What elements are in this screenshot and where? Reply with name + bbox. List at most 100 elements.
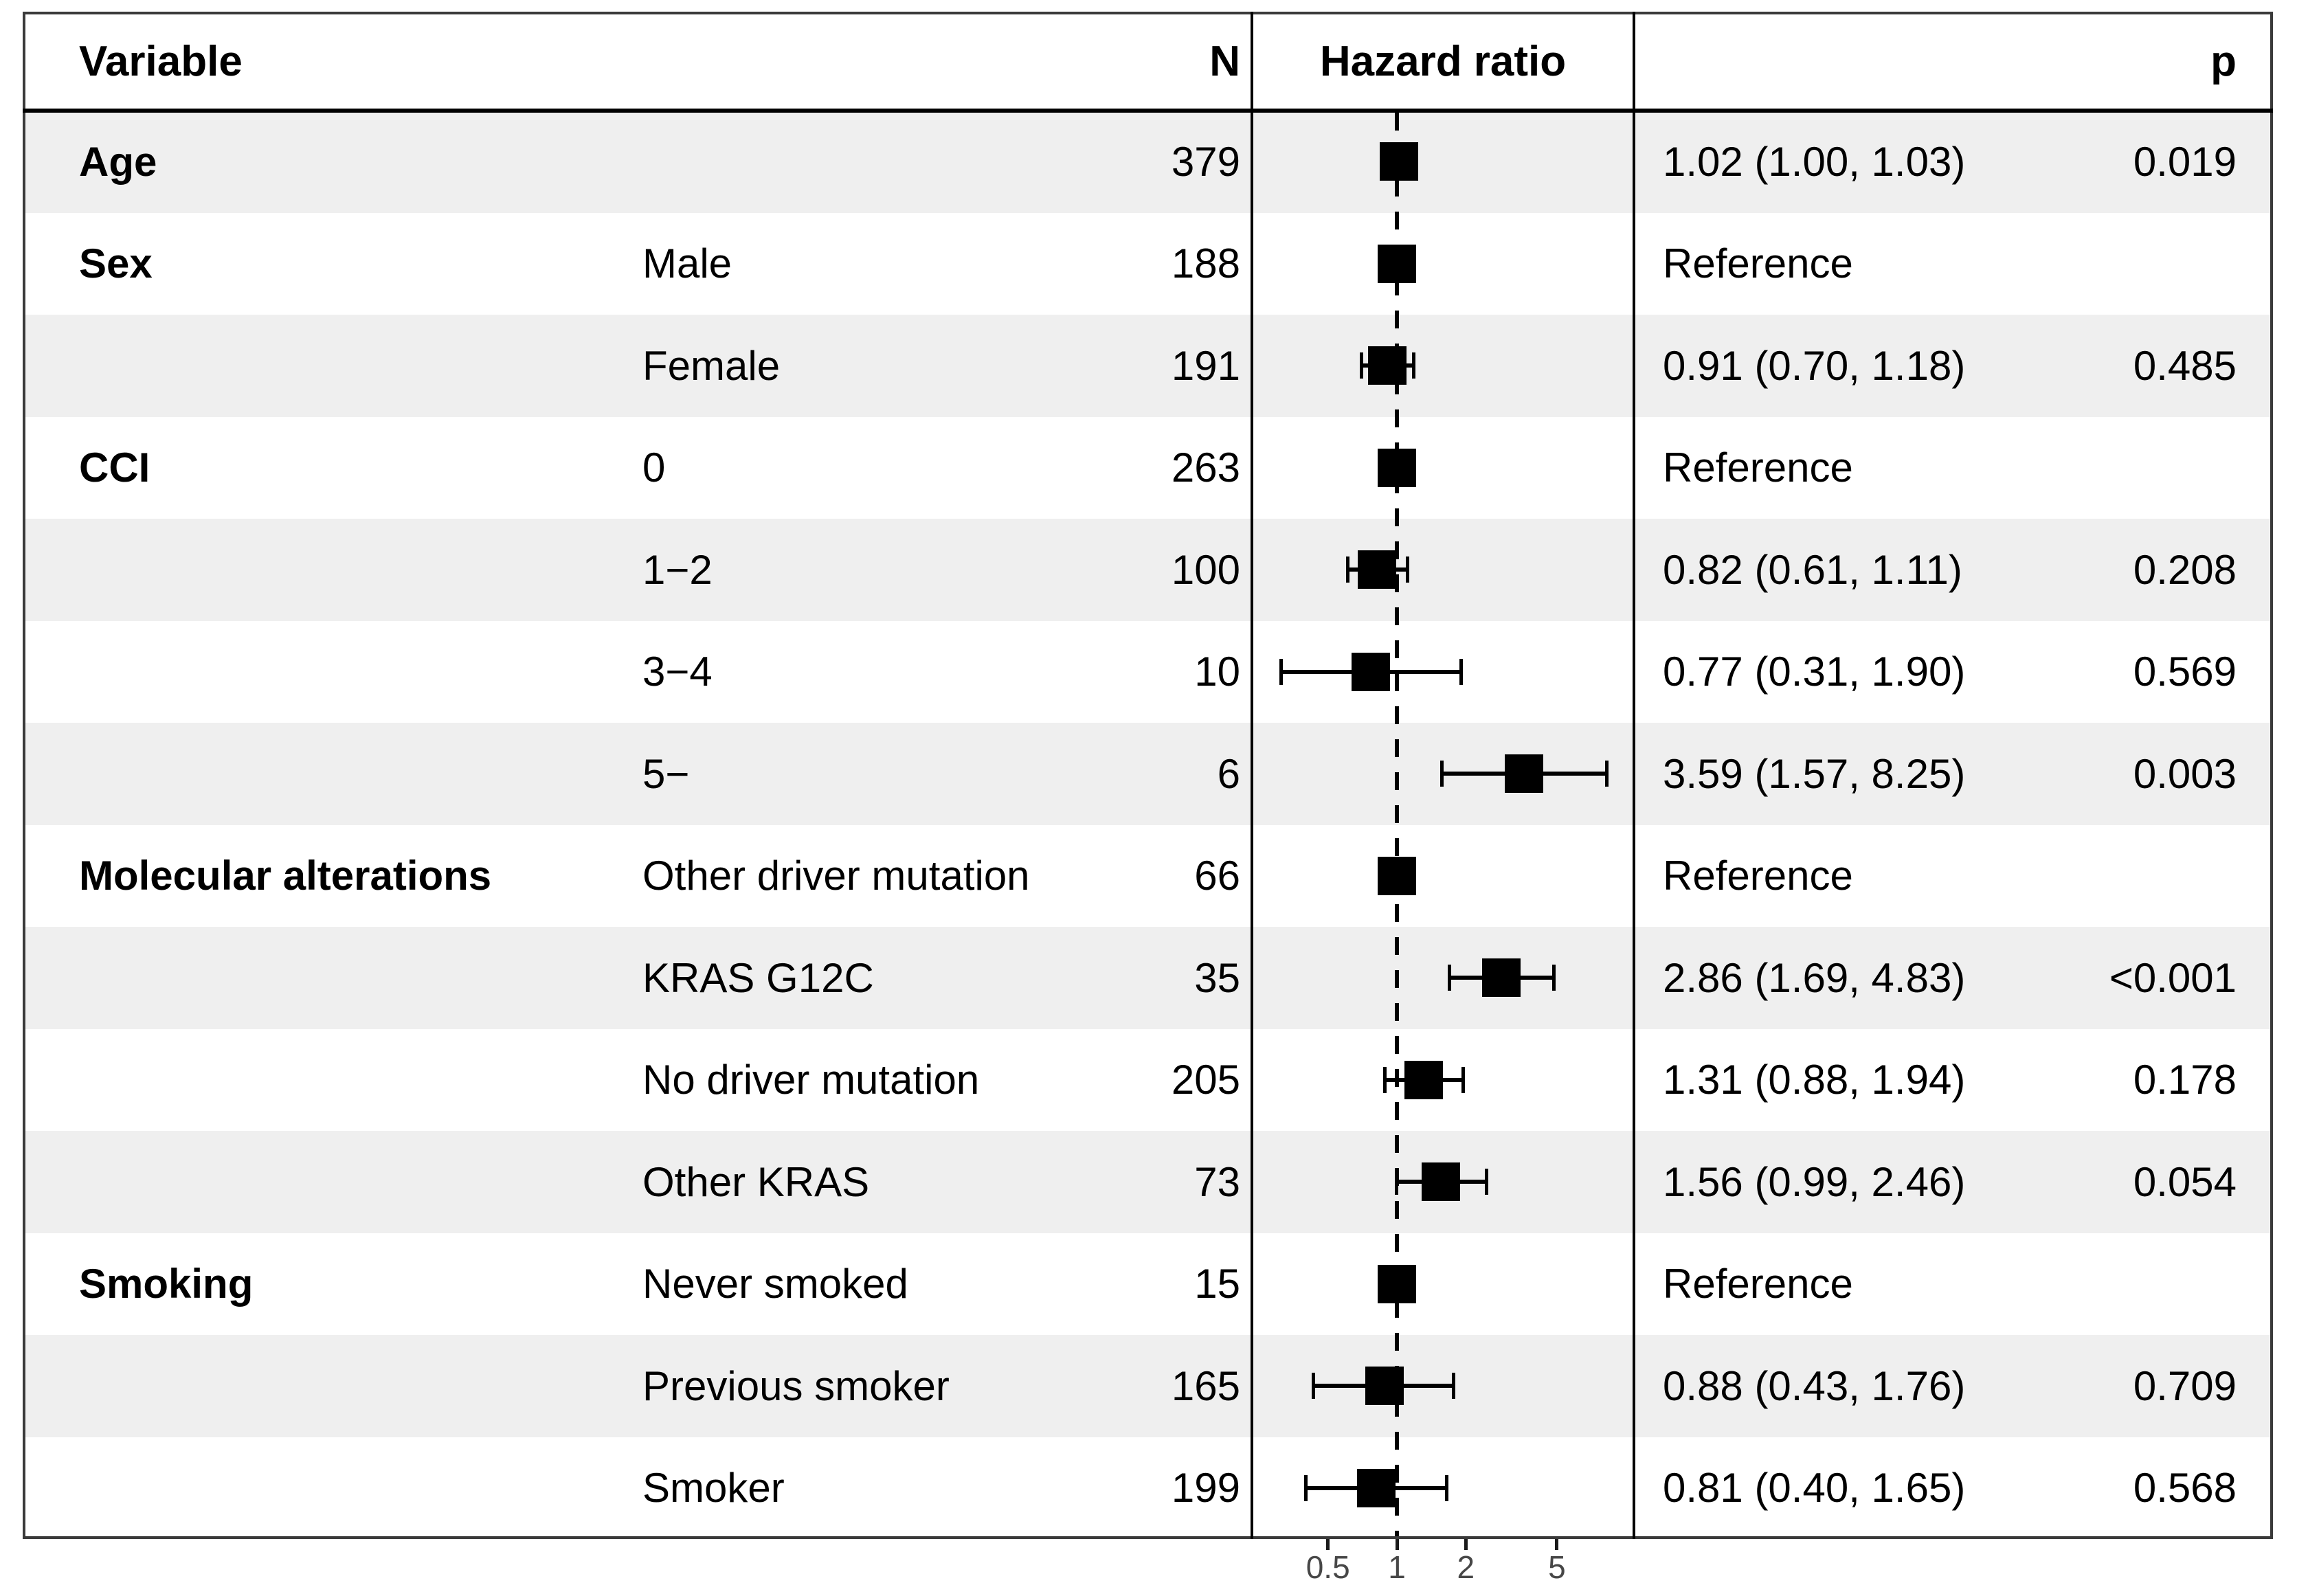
reference-line-hr-1 [1395, 113, 1399, 1538]
x-axis-tick [1555, 1539, 1559, 1550]
hr-point-marker [1422, 1162, 1461, 1202]
ci-cap-low [1440, 761, 1444, 787]
n-value: 6 [1217, 750, 1240, 797]
x-axis-tick-label: 1 [1388, 1549, 1406, 1585]
table-row: CCI 0 263 Reference [23, 416, 2273, 519]
hr-point-marker [1378, 856, 1416, 895]
ci-cap-low [1382, 1066, 1387, 1093]
estimate-ci-value: 1.31 (0.88, 1.94) [1663, 1057, 1966, 1103]
ci-cap-low [1346, 557, 1350, 583]
level-label: 0 [642, 445, 666, 491]
estimate-ci-value: Reference [1663, 445, 1853, 491]
p-value: 0.568 [2133, 1465, 2237, 1511]
table-row: Female 191 0.91 (0.70, 1.18) 0.485 [23, 315, 2273, 417]
table-row: Smoker 199 0.81 (0.40, 1.65) 0.568 [23, 1437, 2273, 1539]
table-row: 5− 6 3.59 (1.57, 8.25) 0.003 [23, 723, 2273, 825]
hr-point-marker [1482, 958, 1521, 998]
variable-label: Smoking [79, 1261, 254, 1307]
hr-point-marker [1404, 1060, 1444, 1099]
n-value: 66 [1194, 853, 1240, 899]
p-value: <0.001 [2109, 954, 2237, 1001]
hr-point-marker [1379, 142, 1418, 181]
n-value: 263 [1171, 445, 1240, 491]
estimate-ci-value: 1.56 (0.99, 2.46) [1663, 1158, 1966, 1205]
x-axis-tick-label: 2 [1457, 1549, 1475, 1585]
n-value: 205 [1171, 1057, 1240, 1103]
ci-cap-low [1360, 352, 1364, 379]
estimate-ci-value: 1.02 (1.00, 1.03) [1663, 138, 1966, 185]
estimate-ci-value: Reference [1663, 1261, 1853, 1307]
hr-point-marker [1378, 244, 1416, 283]
ci-cap-low [1304, 1474, 1308, 1501]
n-value: 379 [1171, 138, 1240, 185]
ci-cap-low [1447, 965, 1451, 991]
p-value: 0.003 [2133, 750, 2237, 797]
level-label: Other KRAS [642, 1158, 870, 1205]
table-row: Molecular alterations Other driver mutati… [23, 824, 2273, 927]
table-row: KRAS G12C 35 2.86 (1.69, 4.83) <0.001 [23, 927, 2273, 1029]
n-value: 15 [1194, 1261, 1240, 1307]
table-row: 3−4 10 0.77 (0.31, 1.90) 0.569 [23, 620, 2273, 723]
ci-cap-high [1406, 557, 1410, 583]
variable-label: CCI [79, 445, 150, 491]
variable-label: Molecular alterations [79, 853, 492, 899]
ci-cap-low [1394, 1169, 1398, 1195]
table-row: Other KRAS 73 1.56 (0.99, 2.46) 0.054 [23, 1131, 2273, 1233]
table-row: Previous smoker 165 0.88 (0.43, 1.76) 0.709 [23, 1335, 2273, 1437]
level-label: Other driver mutation [642, 853, 1030, 899]
hr-point-marker [1368, 346, 1407, 385]
ci-cap-high [1411, 352, 1415, 379]
column-divider-right-of-plot [1633, 12, 1635, 1539]
table-row: No driver mutation 205 1.31 (0.88, 1.94) 0.… [23, 1029, 2273, 1131]
p-value: 0.709 [2133, 1362, 2237, 1409]
level-label: Never smoked [642, 1261, 908, 1307]
p-value: 0.485 [2133, 342, 2237, 389]
p-value: 0.178 [2133, 1057, 2237, 1103]
level-label: Female [642, 342, 781, 389]
hr-point-marker [1358, 550, 1397, 589]
ci-cap-high [1459, 658, 1463, 685]
estimate-ci-value: 0.82 (0.61, 1.11) [1663, 546, 1962, 593]
hr-point-marker [1504, 754, 1543, 794]
x-axis-tick-label: 0.5 [1306, 1549, 1350, 1585]
variable-label: Age [79, 138, 157, 185]
ci-cap-low [1311, 1373, 1315, 1400]
ci-cap-high [1445, 1474, 1449, 1501]
header-divider [23, 109, 2273, 113]
ci-cap-high [1485, 1169, 1489, 1195]
n-value: 100 [1171, 546, 1240, 593]
estimate-ci-value: 3.59 (1.57, 8.25) [1663, 750, 1966, 797]
n-value: 10 [1194, 649, 1240, 695]
ci-cap-high [1461, 1066, 1465, 1093]
column-header-hazard-ratio: Hazard ratio [1319, 37, 1567, 85]
estimate-ci-value: 0.91 (0.70, 1.18) [1663, 342, 1966, 389]
column-divider-left-of-plot [1251, 12, 1253, 1539]
n-value: 188 [1171, 240, 1240, 287]
n-value: 73 [1194, 1158, 1240, 1205]
variable-label: Sex [79, 240, 153, 287]
hr-point-marker [1365, 1367, 1404, 1406]
column-header-p: p [2210, 37, 2237, 85]
p-value: 0.054 [2133, 1158, 2237, 1205]
p-value: 0.569 [2133, 649, 2237, 695]
ci-cap-low [1279, 658, 1283, 685]
n-value: 191 [1171, 342, 1240, 389]
hr-point-marker [1356, 1468, 1396, 1507]
n-value: 199 [1171, 1465, 1240, 1511]
level-label: KRAS G12C [642, 954, 874, 1001]
p-value: 0.208 [2133, 546, 2237, 593]
level-label: 3−4 [642, 649, 713, 695]
table-row: Sex Male 188 Reference [23, 212, 2273, 315]
hr-point-marker [1352, 652, 1391, 691]
n-value: 165 [1171, 1362, 1240, 1409]
hr-point-marker [1378, 448, 1416, 487]
estimate-ci-value: 0.77 (0.31, 1.90) [1663, 649, 1966, 695]
level-label: 1−2 [642, 546, 713, 593]
x-axis-tick [1326, 1539, 1330, 1550]
ci-cap-high [1451, 1373, 1455, 1400]
table-row: 1−2 100 0.82 (0.61, 1.11) 0.208 [23, 519, 2273, 621]
level-label: Smoker [642, 1465, 785, 1511]
x-axis-tick-label: 5 [1548, 1549, 1566, 1585]
table-row: Smoking Never smoked 15 Reference [23, 1233, 2273, 1335]
